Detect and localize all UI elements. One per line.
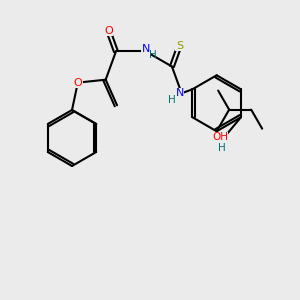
Text: O: O — [104, 26, 113, 36]
Text: N: N — [142, 44, 150, 55]
Text: N: N — [176, 88, 184, 98]
Text: H: H — [168, 95, 176, 105]
Text: OH: OH — [212, 132, 228, 142]
Text: H: H — [218, 143, 226, 153]
Text: S: S — [176, 41, 183, 51]
Text: H: H — [149, 50, 157, 61]
Text: O: O — [74, 78, 82, 88]
